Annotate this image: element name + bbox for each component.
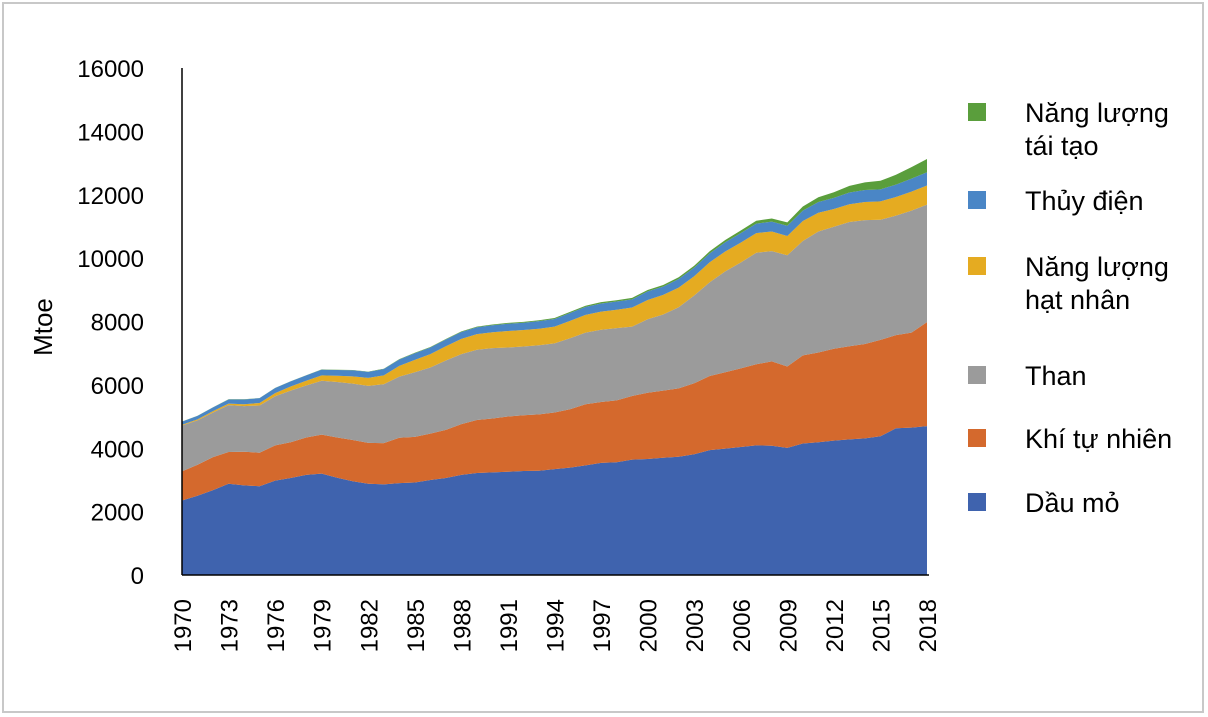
x-tick-label: 1997: [589, 599, 616, 652]
y-tick-label: 2000: [91, 500, 144, 527]
y-tick-label: 16000: [77, 56, 144, 83]
y-tick-label: 4000: [91, 436, 144, 463]
y-tick-label: 10000: [77, 246, 144, 273]
x-tick-label: 2012: [822, 599, 849, 652]
legend-label: Than: [1025, 361, 1087, 391]
x-tick-label: 1991: [496, 599, 523, 652]
x-tick-label: 1970: [170, 599, 197, 652]
y-tick-label: 6000: [91, 373, 144, 400]
area-series-5: [182, 158, 927, 422]
area-series-4: [182, 172, 927, 425]
x-tick-label: 1985: [403, 599, 430, 652]
legend-swatch: [968, 366, 986, 384]
stacked-area-chart: 0 2000 4000 6000 8000 10000 12000 14000 16000 19…: [28, 56, 1172, 652]
legend-swatch: [968, 191, 986, 209]
x-tick-label: 2006: [729, 599, 756, 652]
legend-swatch: [968, 103, 986, 121]
legend-label: Khí tự nhiên: [1025, 424, 1172, 454]
y-tick-label: 14000: [77, 119, 144, 146]
y-tick-label: 12000: [77, 183, 144, 210]
x-tick-label: 1979: [310, 599, 337, 652]
area-series-2: [182, 204, 927, 472]
y-tick-labels: 0 2000 4000 6000 8000 10000 12000 14000 16000: [77, 56, 144, 590]
x-tick-label: 2003: [682, 599, 709, 652]
axes: [181, 68, 929, 576]
area-series-3: [182, 185, 927, 426]
x-tick-label: 1988: [449, 599, 476, 652]
y-axis-label: Mtoe: [28, 298, 58, 356]
legend-label: Dầu mỏ: [1025, 488, 1120, 518]
area-series-0: [182, 426, 927, 575]
x-tick-label: 1976: [263, 599, 290, 652]
y-tick-label: 0: [131, 563, 144, 590]
legend: Năng lượng tái tạo Thủy điện Năng lượng hạt …: [968, 98, 1172, 518]
area-layers: [182, 158, 927, 575]
legend-label: Năng lượng tái tạo: [1025, 98, 1169, 161]
x-tick-label: 2009: [775, 599, 802, 652]
legend-swatch: [968, 493, 986, 511]
x-tick-label: 1982: [356, 599, 383, 652]
legend-swatch: [968, 257, 986, 275]
y-tick-label: 8000: [91, 310, 144, 337]
x-tick-labels: 1970 1973 1976 1979 1982 1985 1988 1991 1994 1997…: [170, 599, 942, 652]
legend-label: Năng lượng hạt nhân: [1025, 252, 1169, 315]
x-tick-label: 2018: [915, 599, 942, 652]
area-series-1: [182, 322, 927, 501]
x-tick-label: 1973: [217, 599, 244, 652]
x-tick-label: 2015: [868, 599, 895, 652]
legend-label: Thủy điện: [1025, 186, 1144, 216]
x-tick-label: 1994: [543, 599, 570, 652]
legend-swatch: [968, 429, 986, 447]
x-tick-label: 2000: [636, 599, 663, 652]
